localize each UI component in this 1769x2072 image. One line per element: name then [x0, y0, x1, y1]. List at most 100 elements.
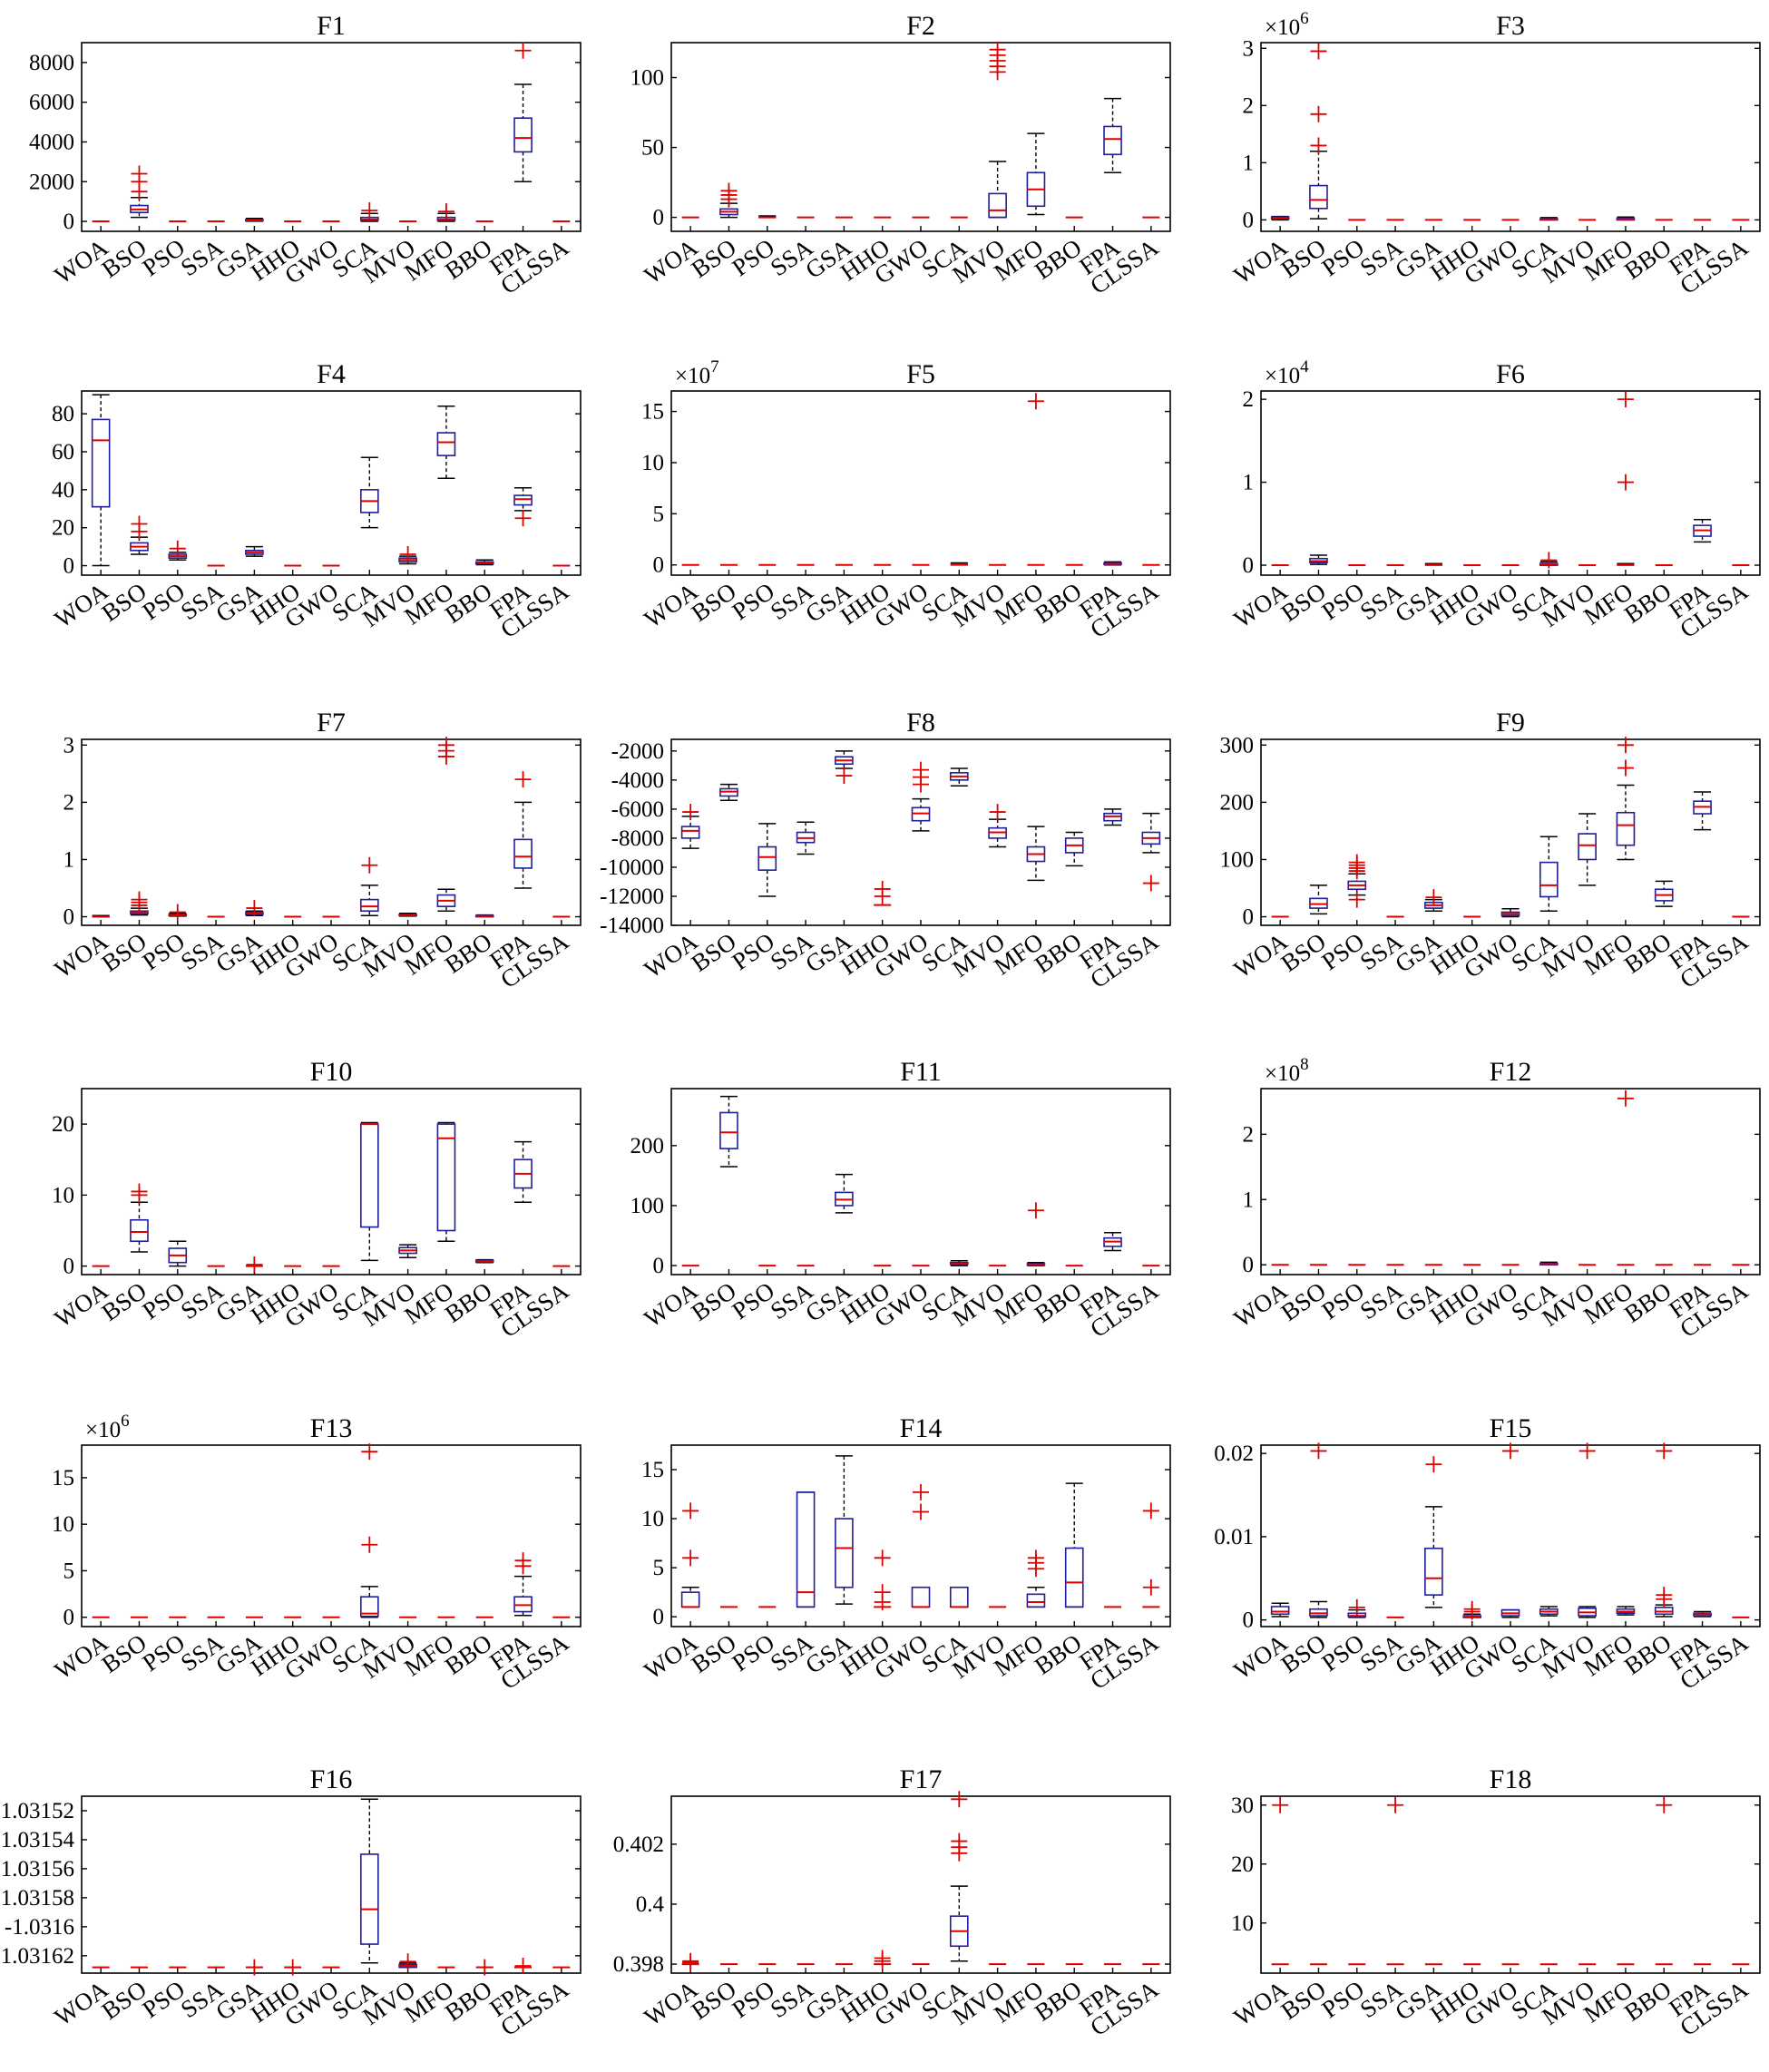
y-tick-label: 5 — [64, 1559, 75, 1583]
outlier-marker — [1027, 393, 1044, 410]
subplot-f5: F5×107051015WOABSOPSOSSAGSAHHOGWOSCAMVOM… — [640, 357, 1171, 643]
box-bbo — [474, 914, 494, 918]
outlier-marker — [1656, 1587, 1673, 1604]
box-gsa — [835, 750, 854, 785]
box-mfo — [1616, 216, 1636, 221]
outlier-marker — [1425, 1456, 1442, 1473]
chart-title: F17 — [900, 1764, 943, 1794]
y-tick-label: 10 — [641, 1507, 664, 1531]
multiplier-exponent: 6 — [1300, 9, 1309, 28]
y-tick-label: -10000 — [600, 855, 664, 880]
multiplier-exponent: 4 — [1300, 357, 1309, 376]
subplot-f3: F3×1060123WOABSOPSOSSAGSAHHOGWOSCAMVOMFO… — [1229, 9, 1761, 299]
y-tick-label: 0 — [653, 1254, 665, 1278]
box-woa — [91, 394, 111, 567]
y-tick-label: 5 — [653, 502, 665, 526]
y-tick-label: 0 — [1243, 553, 1255, 578]
y-tick-label: -8000 — [611, 826, 664, 851]
outlier-marker — [1463, 1600, 1481, 1618]
box-mfo — [1027, 393, 1045, 566]
box-sca — [359, 1443, 379, 1618]
y-tick-label: 0 — [64, 1606, 75, 1630]
box-fpa — [1103, 97, 1122, 174]
chart-title: F4 — [317, 359, 346, 389]
box-bbo — [474, 559, 494, 566]
outlier-marker — [284, 1959, 301, 1976]
outlier-marker — [1142, 875, 1159, 892]
y-tick-label: 15 — [641, 400, 664, 425]
y-tick-label: 15 — [52, 1466, 74, 1490]
box-mfo — [1026, 132, 1046, 216]
box-gsa — [245, 1256, 263, 1274]
outlier-marker — [1502, 1442, 1519, 1460]
outlier-marker — [514, 1958, 532, 1975]
outlier-marker — [169, 540, 186, 557]
box-bbo — [1064, 1482, 1084, 1608]
y-tick-label: 0 — [1243, 905, 1255, 930]
box-woa — [1271, 1796, 1289, 1966]
outlier-marker — [1656, 1796, 1673, 1813]
outlier-marker — [361, 202, 378, 220]
box-mvo — [1578, 1442, 1597, 1618]
outlier-marker — [1617, 759, 1634, 777]
box-pso — [757, 823, 777, 897]
box-pso — [168, 904, 188, 921]
y-tick-label: 8000 — [29, 51, 74, 75]
y-tick-label: -1.03162 — [0, 1944, 74, 1969]
box-gwo — [1500, 1442, 1520, 1618]
outlier-marker — [1310, 1442, 1327, 1460]
box-clssa — [1141, 812, 1161, 892]
box-woa — [92, 914, 110, 918]
outlier-marker — [1142, 1502, 1159, 1520]
box-iqr — [911, 1586, 931, 1608]
y-tick-label: 0 — [64, 1255, 75, 1279]
outlier-marker — [361, 1443, 378, 1461]
multiplier-exponent: 7 — [710, 357, 719, 376]
y-tick-label: -1.0316 — [5, 1915, 74, 1940]
box-iqr — [513, 838, 533, 869]
y-tick-label: 200 — [1220, 790, 1255, 815]
outlier-marker — [1272, 1796, 1289, 1813]
outlier-marker — [1617, 1090, 1634, 1107]
axes-frame — [1260, 390, 1761, 576]
box-mfo — [1616, 737, 1636, 861]
box-sca — [950, 562, 968, 566]
outlier-marker — [1348, 854, 1365, 871]
outlier-marker — [682, 1952, 699, 1969]
y-tick-label: 20 — [52, 1112, 74, 1137]
box-bbo — [475, 1959, 494, 1976]
box-mvo — [398, 1244, 417, 1258]
outlier-marker — [1142, 1578, 1159, 1596]
box-ssa — [796, 1491, 816, 1608]
outlier-marker — [437, 203, 454, 220]
outlier-marker — [476, 1959, 494, 1976]
y-tick-label: 20 — [1231, 1852, 1254, 1877]
box-bso — [130, 515, 149, 555]
outlier-marker — [1310, 43, 1327, 60]
box-gwo — [911, 761, 931, 832]
box-sca — [359, 1798, 379, 1964]
box-gsa — [245, 545, 264, 557]
y-tick-label: 0 — [1243, 1253, 1255, 1277]
y-tick-label: 100 — [1220, 847, 1255, 872]
y-tick-label: 6000 — [29, 91, 74, 115]
box-mfo — [1026, 1202, 1046, 1266]
box-bso — [719, 1095, 738, 1168]
box-sca — [1539, 1261, 1559, 1266]
box-fpa — [513, 42, 533, 183]
box-mfo — [436, 1121, 456, 1242]
y-tick-label: 300 — [1220, 733, 1255, 757]
box-hho — [1462, 1600, 1482, 1620]
y-tick-label: 20 — [52, 516, 74, 541]
box-iqr — [796, 1491, 816, 1608]
outlier-marker — [1027, 1549, 1044, 1567]
box-bso — [130, 165, 149, 219]
box-bbo — [1064, 831, 1084, 867]
box-mfo — [1617, 391, 1635, 566]
box-iqr — [835, 1518, 854, 1588]
chart-title: F1 — [317, 11, 346, 41]
axes-frame — [670, 1444, 1171, 1627]
subplot-f15: F1500.010.02WOABSOPSOSSAGSAHHOGWOSCAMVOM… — [1214, 1413, 1761, 1695]
box-iqr — [1578, 833, 1597, 861]
